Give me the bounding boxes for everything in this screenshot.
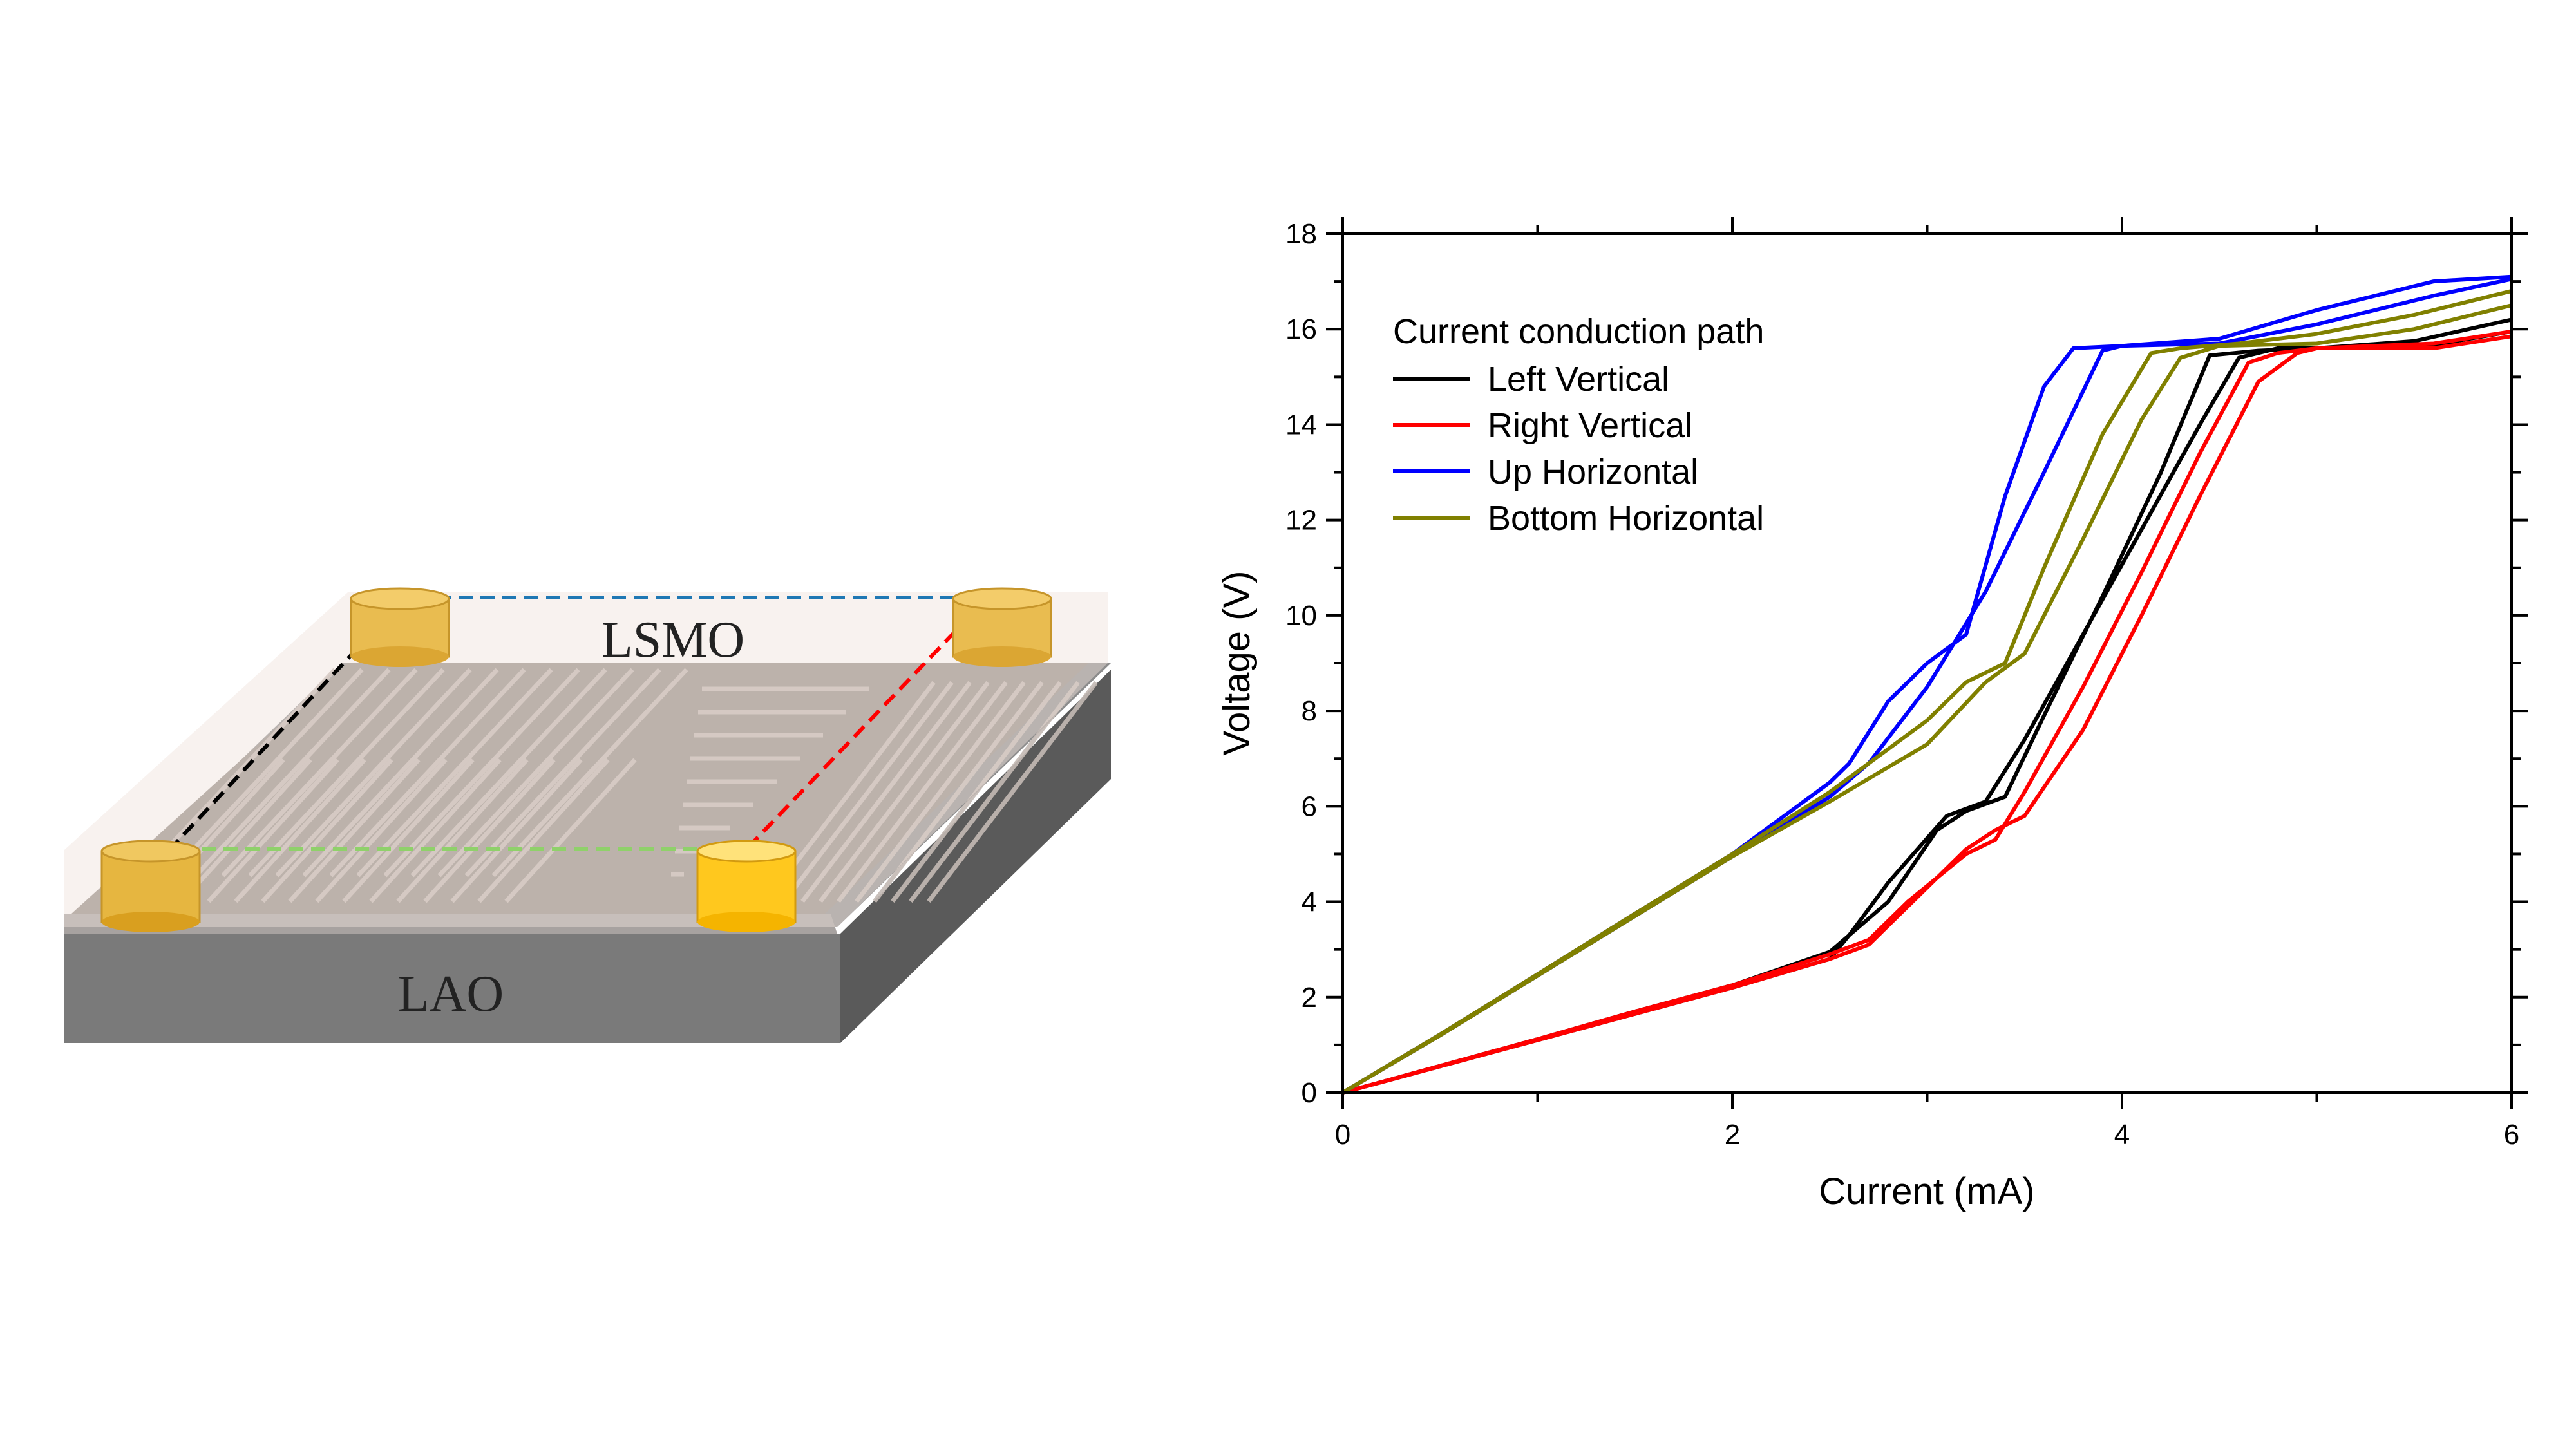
stripe [396, 758, 529, 903]
y-tick-label: 2 [1302, 982, 1317, 1013]
stripe [410, 668, 607, 878]
y-tick-label: 8 [1302, 695, 1317, 727]
stripe [782, 681, 954, 903]
y-tick-label: 0 [1302, 1077, 1317, 1109]
stripe [491, 668, 688, 878]
legend-label: Up Horizontal [1488, 453, 1698, 491]
y-tick-label: 6 [1302, 791, 1317, 822]
device-schematic: LSMO LAO [64, 587, 1111, 1043]
lao-label: LAO [398, 966, 504, 1022]
y-axis-label: Voltage (V) [1216, 571, 1258, 756]
x-tick-label: 6 [2504, 1119, 2519, 1151]
y-tick-label: 4 [1302, 887, 1317, 918]
stripe [329, 668, 526, 878]
stripe [302, 668, 499, 878]
path-right-line [745, 598, 987, 851]
x-axis-label: Current (mA) [1819, 1171, 2034, 1212]
tick-labels-layer: 0 2 4 6 0 2 4 6 8 10 12 14 16 18 [1285, 218, 2519, 1151]
legend-label: Right Vertical [1488, 406, 1692, 445]
stripe [891, 681, 1062, 903]
stripe [873, 681, 1044, 903]
electrode-bottom-left [100, 840, 201, 932]
stripe [275, 668, 472, 878]
stripe [248, 668, 445, 878]
domain-stripes-diagonal [140, 668, 688, 903]
stripe [464, 668, 661, 878]
y-tick-label: 16 [1285, 314, 1317, 345]
stripe [909, 681, 1080, 903]
stripe [927, 681, 1098, 903]
substrate-front [64, 934, 840, 1043]
x-tick-label: 0 [1335, 1119, 1350, 1151]
stripe [207, 758, 339, 903]
stripe [288, 758, 421, 903]
lsmo-label: LSMO [601, 612, 744, 668]
legend: Current conduction path Left Vertical Rig… [1393, 312, 1764, 538]
stripe [437, 668, 634, 878]
y-tick-label: 18 [1285, 218, 1317, 250]
x-tick-label: 2 [1725, 1119, 1740, 1151]
electrode-top-right [952, 587, 1052, 667]
series-bottom-horizontal-reverse [1341, 288, 2512, 1095]
stripe [800, 681, 972, 903]
series-layer [1341, 274, 2512, 1095]
stripe [221, 668, 418, 878]
series-up-horizontal-forward [1341, 277, 2512, 1095]
legend-entries: Left Vertical Right Vertical Up Horizontal… [1393, 360, 1764, 538]
substrate-side [840, 670, 1111, 1043]
stripe [477, 758, 610, 903]
stripe [342, 758, 475, 903]
y-tick-label: 14 [1285, 409, 1317, 440]
legend-label: Bottom Horizontal [1488, 499, 1764, 538]
legend-title: Current conduction path [1393, 312, 1764, 351]
legend-entry: Bottom Horizontal [1393, 499, 1764, 538]
stripe [315, 758, 448, 903]
ticks-layer [1326, 217, 2528, 1109]
iv-chart: 0 2 4 6 0 2 4 6 8 10 12 14 16 18 Current (mA) Voltage… [1216, 217, 2528, 1212]
stripe [855, 681, 1026, 903]
stripe [194, 668, 391, 878]
y-tick-label: 10 [1285, 600, 1317, 632]
stripe [383, 668, 580, 878]
series-left-vertical-forward [1342, 329, 2512, 1095]
stripe [234, 758, 366, 903]
stripe [369, 758, 502, 903]
x-tick-label: 4 [2114, 1119, 2130, 1151]
domain-stripes-horizontal [671, 681, 1098, 903]
stripe [356, 668, 553, 878]
stripe [167, 668, 364, 878]
stripe [504, 758, 637, 903]
legend-entry: Right Vertical [1393, 406, 1692, 445]
stripe [837, 681, 1008, 903]
lsmo-overlay [64, 592, 1108, 927]
stripe [423, 758, 556, 903]
stripe [450, 758, 583, 903]
series-right-vertical-forward [1342, 334, 2512, 1095]
y-tick-label: 12 [1285, 505, 1317, 536]
series-right-vertical-reverse [1342, 329, 2512, 1095]
electrode-bottom-right [696, 840, 797, 932]
legend-entry: Left Vertical [1393, 360, 1669, 399]
legend-label: Left Vertical [1488, 360, 1669, 399]
legend-entry: Up Horizontal [1393, 453, 1698, 491]
stripe [819, 681, 990, 903]
electrode-top-left [350, 587, 450, 667]
film-ledge [64, 914, 837, 934]
stripe [180, 758, 312, 903]
stripe [261, 758, 393, 903]
